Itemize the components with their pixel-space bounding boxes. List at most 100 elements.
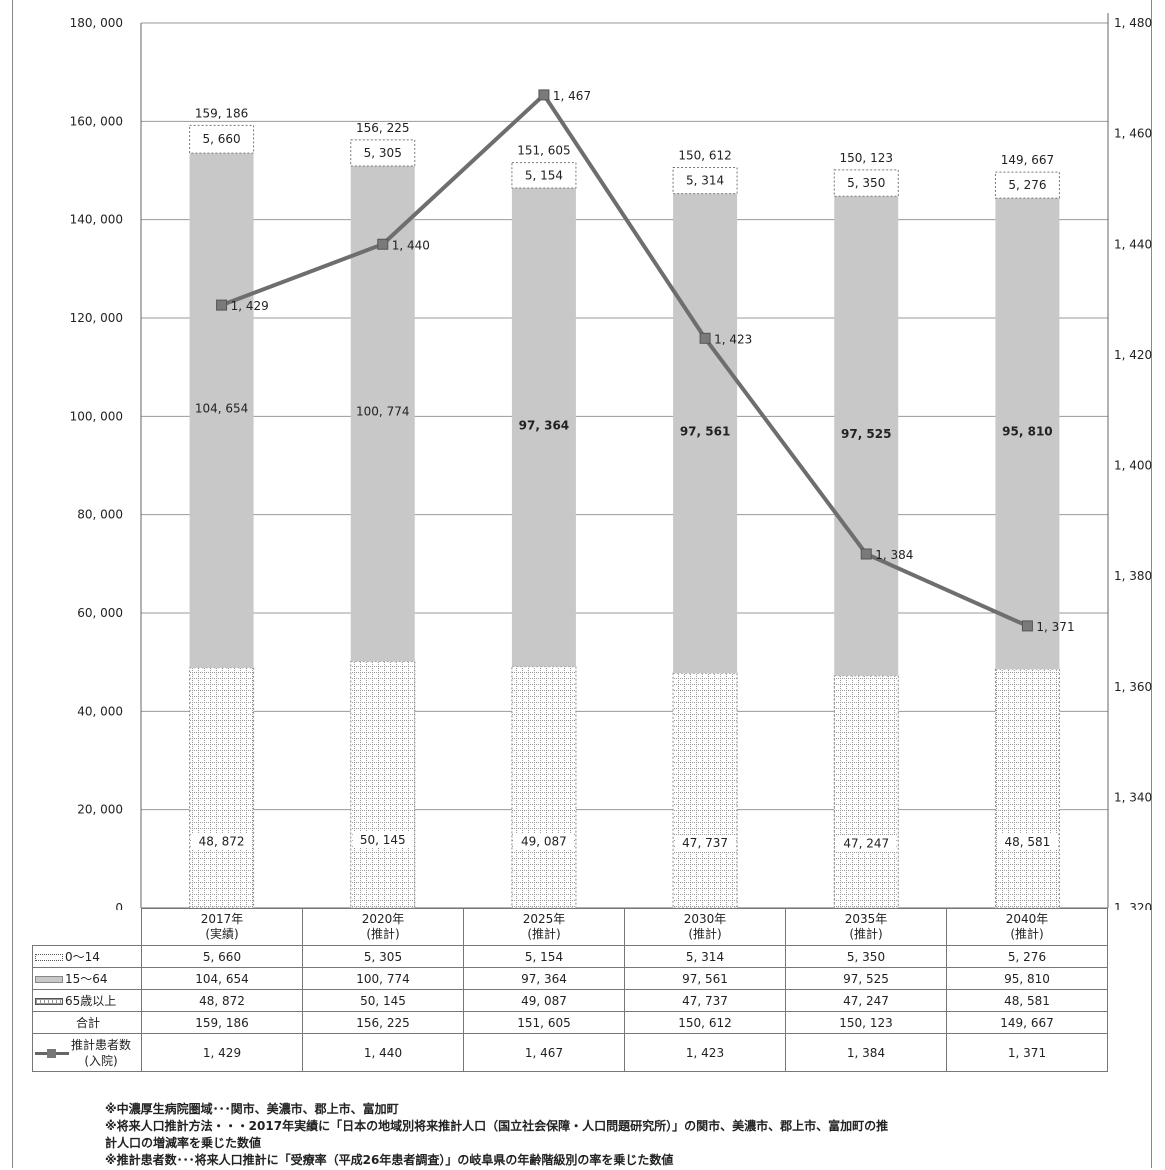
data-label: 104, 654 — [195, 401, 248, 415]
bar-labels: 48, 872 104, 654 5, 660 159, 186 50, 145 100,… — [191, 106, 1058, 852]
category-label: 2017年 — [200, 912, 244, 926]
data-label: 5, 314 — [686, 174, 724, 188]
right-axis: 1, 320 1, 340 1, 360 1, 380 1, 400 1, 420 1, 4… — [1114, 16, 1152, 910]
data-label-bg — [675, 834, 736, 851]
left-axis-tick: 0 — [115, 901, 123, 910]
data-table: 2017年 (実績) 2020年 (推計) 2025年 (推計) 2030年 (推計) 2035… — [32, 908, 1108, 1072]
note-line: 計人口の増減率を乗じた数値 — [105, 1136, 262, 1150]
data-label: 97, 525 — [841, 427, 891, 441]
bar-segment-65-plus — [350, 660, 416, 909]
right-axis-tick: 1, 460 — [1114, 127, 1152, 141]
data-label: 5, 276 — [1008, 178, 1046, 192]
table-row: 15～64 104, 654 100, 774 97, 364 97, 561 97, 5… — [32, 967, 1108, 990]
data-label-bg — [997, 833, 1058, 850]
table-cell: 97, 525 — [785, 967, 947, 990]
table-cell: 100, 774 — [302, 967, 464, 990]
row-label: 推計患者数 (入院) — [32, 1033, 142, 1072]
data-label: 97, 561 — [680, 424, 730, 438]
legend-label-line: 推計患者数 — [71, 1037, 132, 1052]
bar-segment-65-plus — [189, 667, 255, 909]
table-header-cell: 2025年 (推計) — [463, 908, 625, 946]
bar-segment-15-64 — [834, 196, 899, 676]
right-axis-tick: 1, 340 — [1114, 790, 1152, 804]
left-axis-tick: 100, 000 — [70, 409, 123, 423]
table-cell: 104, 654 — [141, 967, 303, 990]
table-cell: 49, 087 — [463, 989, 625, 1012]
table-cell: 151, 605 — [463, 1011, 625, 1034]
right-axis-tick: 1, 320 — [1114, 901, 1152, 910]
bar-segment-65-plus — [994, 668, 1060, 909]
category-note: (推計) — [688, 927, 722, 941]
data-label: 5, 305 — [364, 146, 402, 160]
bar-segment-65-plus — [511, 666, 577, 909]
table-header-cell: 2030年 (推計) — [624, 908, 786, 946]
table-header-cell: 2035年 (推計) — [785, 908, 947, 946]
data-label: 5, 350 — [847, 176, 885, 190]
table-cell: 97, 561 — [624, 967, 786, 990]
category-label: 2025年 — [522, 912, 566, 926]
total-label: 159, 186 — [195, 106, 248, 120]
data-label: 5, 154 — [525, 168, 563, 182]
bar-segment-65-plus — [672, 672, 738, 909]
table-cell: 1, 384 — [785, 1033, 947, 1072]
left-axis-tick: 60, 000 — [77, 606, 123, 620]
table-cell: 1, 429 — [141, 1033, 303, 1072]
legend-line-swatch — [35, 1048, 69, 1058]
right-axis-tick: 1, 440 — [1114, 237, 1152, 251]
table-header-cell: 2020年 (推計) — [302, 908, 464, 946]
data-label: 97, 364 — [519, 418, 569, 432]
left-axis-tick: 40, 000 — [77, 704, 123, 718]
table-row: 合計 159, 186 156, 225 151, 605 150, 612 150, 1… — [32, 1011, 1108, 1034]
table-cell: 47, 247 — [785, 989, 947, 1012]
row-label: 15～64 — [32, 967, 142, 990]
patient-label: 1, 371 — [1036, 620, 1074, 634]
left-axis-tick: 80, 000 — [77, 508, 123, 522]
legend-swatch — [35, 998, 63, 1005]
notes: ※中濃厚生病院圏域･･･関市、美濃市、郡上市、富加町 ※将来人口推計方法・・・2… — [105, 1101, 1105, 1169]
legend-label: 65歳以上 — [65, 994, 117, 1008]
data-label: 5, 660 — [202, 132, 240, 146]
table-row: 推計患者数 (入院) 1, 429 1, 440 1, 467 1, 423 1, 384 1… — [32, 1033, 1108, 1072]
legend-label-line: (入院) — [84, 1053, 118, 1068]
table-cell: 5, 154 — [463, 945, 625, 968]
table-header-cell: 2040年 (推計) — [946, 908, 1108, 946]
patient-label: 1, 440 — [392, 238, 430, 252]
patient-label: 1, 467 — [553, 89, 591, 103]
data-label-bg — [191, 833, 252, 850]
patient-marker — [377, 238, 389, 250]
note-line: ※推計患者数･･･将来人口推計に「受療率（平成26年患者調査）」の岐阜県の年齢階… — [105, 1153, 674, 1167]
left-axis-tick: 160, 000 — [70, 114, 123, 128]
category-note: (推計) — [1010, 927, 1044, 941]
data-label: 49, 087 — [521, 834, 567, 848]
data-label-bg — [836, 835, 897, 852]
table-cell: 1, 423 — [624, 1033, 786, 1072]
total-label: 150, 612 — [678, 148, 731, 162]
gridlines — [140, 13, 1109, 909]
total-label: 151, 605 — [517, 144, 570, 158]
bar-segment-65-plus — [833, 675, 899, 909]
table-cell: 149, 667 — [946, 1011, 1108, 1034]
total-label: 149, 667 — [1001, 153, 1054, 167]
data-label: 48, 581 — [1005, 835, 1051, 849]
legend-label: 15～64 — [65, 972, 108, 986]
table-cell: 5, 314 — [624, 945, 786, 968]
patient-marker — [538, 89, 550, 101]
bar-segment-0-14 — [511, 162, 577, 189]
right-axis-tick: 1, 360 — [1114, 680, 1152, 694]
data-label: 47, 737 — [682, 836, 728, 850]
table-cell: 48, 581 — [946, 989, 1108, 1012]
table-cell: 5, 276 — [946, 945, 1108, 968]
table-header-cell: 2017年 (実績) — [141, 908, 303, 946]
category-label: 2040年 — [1005, 912, 1049, 926]
table-cell: 150, 123 — [785, 1011, 947, 1034]
data-label-bg — [513, 833, 574, 850]
data-label: 47, 247 — [843, 837, 889, 851]
patient-marker — [860, 548, 872, 560]
patient-label: 1, 429 — [231, 299, 269, 313]
legend-label: 推計患者数 (入院) — [71, 1037, 131, 1069]
table-cell: 1, 467 — [463, 1033, 625, 1072]
table-cell: 1, 371 — [946, 1033, 1108, 1072]
row-label: 合計 — [32, 1011, 142, 1034]
table-cell: 5, 305 — [302, 945, 464, 968]
table-row: 65歳以上 48, 872 50, 145 49, 087 47, 737 47, 247… — [32, 989, 1108, 1012]
